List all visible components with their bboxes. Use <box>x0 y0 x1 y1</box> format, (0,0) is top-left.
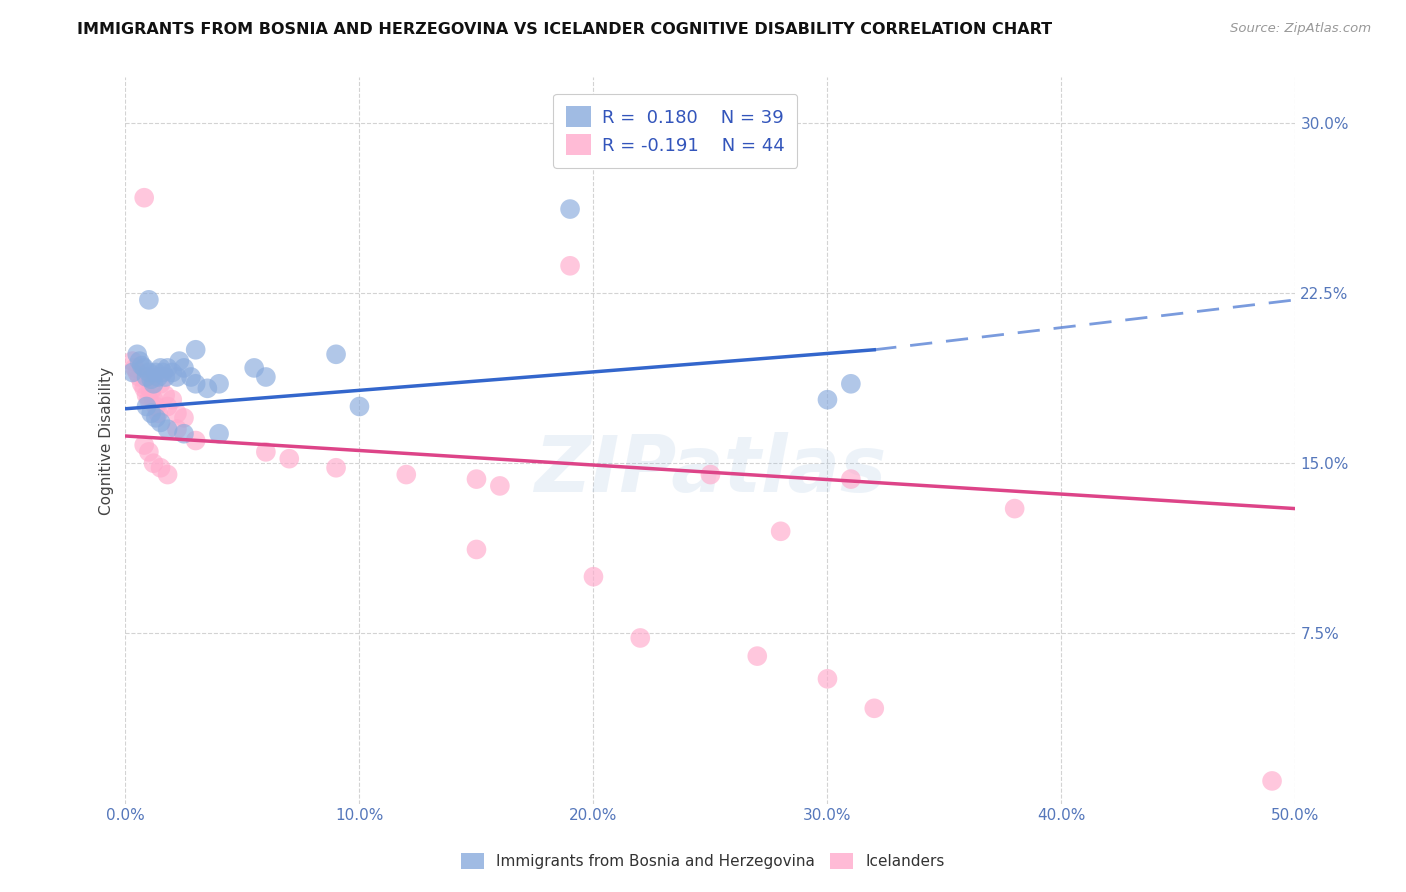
Point <box>149 416 172 430</box>
Point <box>156 467 179 482</box>
Point <box>173 410 195 425</box>
Point <box>489 479 512 493</box>
Point <box>134 191 156 205</box>
Point <box>325 460 347 475</box>
Point <box>349 400 371 414</box>
Point <box>1004 501 1026 516</box>
Point <box>162 392 184 407</box>
Point <box>124 360 146 375</box>
Point <box>145 400 167 414</box>
Point <box>173 426 195 441</box>
Legend: Immigrants from Bosnia and Herzegovina, Icelanders: Immigrants from Bosnia and Herzegovina, … <box>456 847 950 875</box>
Point <box>149 460 172 475</box>
Point <box>134 360 156 375</box>
Point <box>156 422 179 436</box>
Point <box>138 293 160 307</box>
Point <box>135 370 157 384</box>
Point <box>254 445 277 459</box>
Point <box>141 384 163 398</box>
Point <box>558 259 581 273</box>
Point <box>121 354 143 368</box>
Point <box>148 406 170 420</box>
Point <box>582 570 605 584</box>
Point <box>208 426 231 441</box>
Point <box>131 376 153 391</box>
Point <box>138 392 160 407</box>
Legend: R =  0.180    N = 39, R = -0.191    N = 44: R = 0.180 N = 39, R = -0.191 N = 44 <box>554 94 797 168</box>
Point <box>184 343 207 357</box>
Y-axis label: Cognitive Disability: Cognitive Disability <box>100 367 114 515</box>
Point <box>121 366 143 380</box>
Point <box>817 672 839 686</box>
Point <box>254 370 277 384</box>
Point <box>465 542 488 557</box>
Point <box>135 388 157 402</box>
Point <box>558 202 581 216</box>
Point <box>169 354 191 368</box>
Point <box>325 347 347 361</box>
Point <box>148 370 170 384</box>
Point <box>156 400 179 414</box>
Text: Source: ZipAtlas.com: Source: ZipAtlas.com <box>1230 22 1371 36</box>
Point <box>142 392 165 407</box>
Point <box>127 347 149 361</box>
Text: ZIPatlas: ZIPatlas <box>534 432 887 508</box>
Point <box>243 360 266 375</box>
Point <box>134 438 156 452</box>
Point <box>156 360 179 375</box>
Point <box>135 400 157 414</box>
Point <box>142 376 165 391</box>
Point <box>149 376 172 391</box>
Point <box>166 370 188 384</box>
Point <box>747 649 769 664</box>
Point <box>180 370 202 384</box>
Point <box>628 631 651 645</box>
Point <box>141 372 163 386</box>
Point <box>863 701 886 715</box>
Point <box>817 392 839 407</box>
Point <box>128 354 150 368</box>
Point <box>162 366 184 380</box>
Point <box>278 451 301 466</box>
Point <box>155 388 177 402</box>
Point <box>166 406 188 420</box>
Point <box>138 445 160 459</box>
Point <box>208 376 231 391</box>
Point <box>195 381 218 395</box>
Point <box>699 467 721 482</box>
Point <box>134 381 156 395</box>
Point <box>152 366 174 380</box>
Point <box>149 360 172 375</box>
Point <box>128 370 150 384</box>
Point <box>142 456 165 470</box>
Point <box>184 434 207 448</box>
Point <box>145 366 167 380</box>
Point <box>138 366 160 380</box>
Point <box>173 360 195 375</box>
Point <box>465 472 488 486</box>
Point <box>184 376 207 391</box>
Point <box>1261 773 1284 788</box>
Point <box>769 524 792 539</box>
Text: IMMIGRANTS FROM BOSNIA AND HERZEGOVINA VS ICELANDER COGNITIVE DISABILITY CORRELA: IMMIGRANTS FROM BOSNIA AND HERZEGOVINA V… <box>77 22 1053 37</box>
Point <box>145 410 167 425</box>
Point <box>395 467 418 482</box>
Point <box>839 376 862 391</box>
Point <box>155 370 177 384</box>
Point <box>141 406 163 420</box>
Point <box>166 422 188 436</box>
Point <box>839 472 862 486</box>
Point <box>127 366 149 380</box>
Point <box>131 359 153 373</box>
